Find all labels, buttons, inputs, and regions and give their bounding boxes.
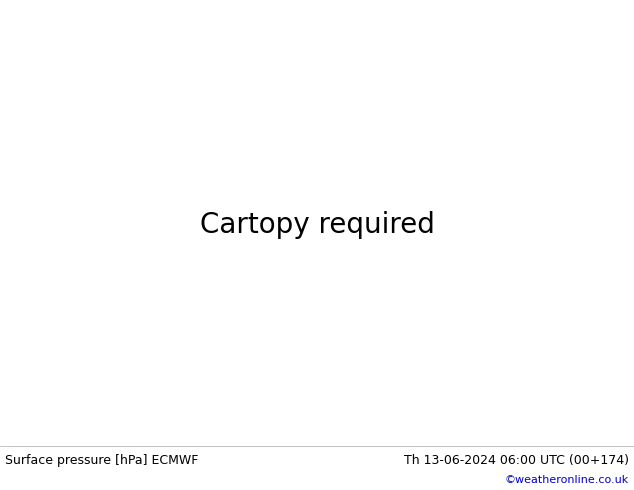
Text: Cartopy required: Cartopy required — [200, 211, 434, 239]
Text: Surface pressure [hPa] ECMWF: Surface pressure [hPa] ECMWF — [5, 454, 198, 466]
Text: Th 13-06-2024 06:00 UTC (00+174): Th 13-06-2024 06:00 UTC (00+174) — [404, 454, 629, 466]
Text: ©weatheronline.co.uk: ©weatheronline.co.uk — [505, 475, 629, 485]
